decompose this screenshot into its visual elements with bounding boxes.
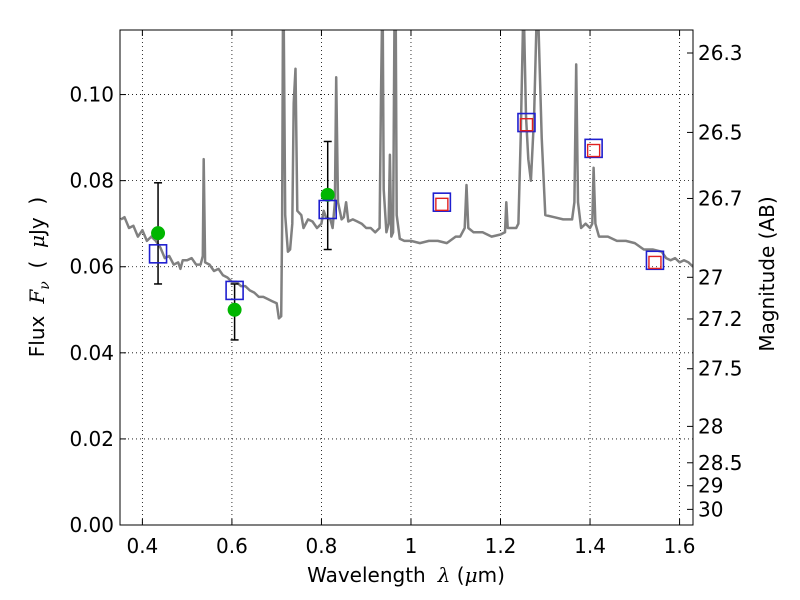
model-square-blue (584, 138, 603, 159)
x-axis-label: Wavelength (307, 563, 426, 587)
y-axis-label: Flux (25, 316, 49, 358)
spectrum-line (120, 30, 693, 320)
y2-axis-title: Magnitude (AB) (755, 196, 779, 351)
series-layer (120, 30, 693, 341)
y-tick-label: 0.04 (69, 341, 114, 365)
x-axis-unit-rest: m) (478, 563, 505, 587)
x-tick-label: 0.4 (126, 534, 158, 558)
magnitude-tick-label: 28 (698, 414, 723, 438)
model-square-blue (318, 199, 338, 220)
model-square-red (648, 255, 662, 270)
magnitude-tick-label: 27.5 (698, 357, 743, 381)
magnitude-tick-label: 26.5 (698, 120, 743, 144)
y-tick-label: 0.00 (69, 513, 114, 537)
y-tick-label: 0.06 (69, 255, 114, 279)
magnitude-tick-label: 28.5 (698, 451, 743, 475)
model-square-red (586, 143, 601, 158)
magnitude-tick-label: 27 (698, 265, 723, 289)
x-axis-unit-open: ( (450, 563, 464, 587)
x-tick-label: 0.6 (216, 534, 248, 558)
x-tick-label: 1.2 (485, 534, 517, 558)
x-axis-unit-mu: μ (465, 563, 478, 587)
y-axis-unit-open: ( (25, 248, 49, 281)
magnitude-tick-label: 26.7 (698, 186, 743, 210)
model-square-blue (432, 192, 452, 212)
magnitude-tick-label: 26.3 (698, 41, 743, 65)
x-axis-title: Wavelength λ (μm) (307, 563, 505, 587)
model-square-blue (645, 250, 665, 271)
x-tick-label: 1.4 (574, 534, 606, 558)
x-tick-label: 0.8 (306, 534, 338, 558)
x-tick-label: 1.6 (664, 534, 696, 558)
y-axis-unit-rest: Jy ) (25, 197, 49, 237)
model-square-blue (148, 244, 168, 264)
y-tick-label: 0.02 (69, 427, 114, 451)
model-square-blue (517, 112, 536, 133)
model-square-blue (225, 280, 244, 301)
magnitude-tick-label: 30 (698, 497, 723, 521)
x-axis-symbol: λ (437, 563, 451, 587)
y-axis-symbol: F (25, 289, 49, 305)
photometry-point (227, 302, 242, 317)
grid (120, 30, 693, 526)
y-tick-label: 0.08 (69, 169, 114, 193)
model-square-red (435, 197, 449, 212)
x-tick-label: 1 (405, 534, 418, 558)
y-axis-unit-mu: μ (25, 235, 49, 248)
y-tick-label: 0.10 (69, 83, 114, 107)
ticks: 0.4 0.6 0.8 1 1.2 1.4 1.6 0.00 0.02 0.04 0.06 0.08 0… (69, 30, 743, 558)
y-axis-title: Flux Fν ( μJy ) (25, 197, 53, 357)
magnitude-tick-label: 27.2 (698, 307, 743, 331)
y-axis-symbol-sub: ν (37, 281, 53, 290)
photometry-point (151, 226, 166, 241)
model-square-red (519, 117, 534, 132)
magnitude-tick-label: 29 (698, 474, 723, 498)
photometry-point (320, 187, 335, 202)
